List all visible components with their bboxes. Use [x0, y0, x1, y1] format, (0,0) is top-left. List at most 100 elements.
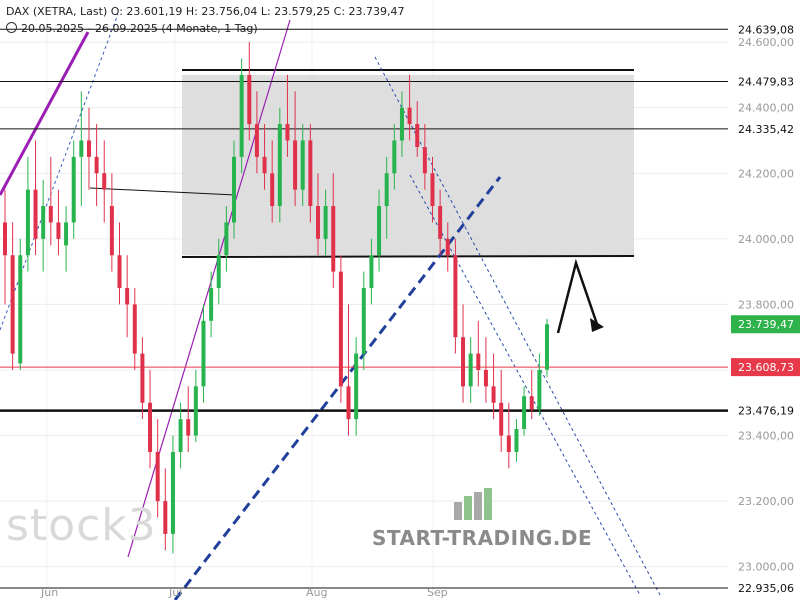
candle-body	[285, 124, 290, 141]
candle-body	[354, 353, 359, 420]
candle-body	[293, 140, 298, 190]
x-tick-label: Jul	[168, 586, 182, 599]
candle-body	[239, 74, 244, 157]
level-label-2: 24.335,42	[738, 123, 794, 136]
candle-body	[537, 369, 542, 410]
candle-body	[71, 156, 76, 223]
bars-logo-icon	[454, 488, 492, 520]
candle-body	[209, 288, 214, 321]
y-tick-label: 23.800,00	[738, 298, 794, 311]
candle-body	[491, 386, 496, 403]
level-label-3-bg	[731, 401, 800, 420]
candle-body	[163, 501, 168, 534]
y-tick-label: 24.400,00	[738, 102, 794, 115]
candle-body	[262, 156, 267, 174]
x-tick-label: Jun	[40, 586, 58, 599]
candle-body	[407, 107, 412, 125]
candle-body	[86, 140, 91, 157]
candle-body	[140, 353, 145, 403]
candle-body	[468, 353, 473, 387]
candle-body	[308, 140, 313, 207]
candle-body	[369, 255, 374, 289]
candle-body	[422, 147, 427, 174]
candle-body	[522, 396, 527, 429]
current-price-label-bg	[731, 315, 800, 334]
current-price-label: 23.739,47	[738, 318, 794, 331]
candle-body	[453, 255, 458, 338]
candle-body	[315, 206, 320, 239]
prev-close-label: 23.608,73	[738, 361, 794, 374]
candle-body	[338, 271, 343, 387]
candle-body	[254, 124, 259, 157]
blue-dashed-trendline	[173, 176, 502, 600]
candle-body	[216, 255, 221, 289]
candle-body	[109, 206, 114, 256]
candle-body	[415, 124, 420, 148]
candle-body	[18, 255, 23, 364]
candle-body	[132, 304, 137, 354]
candle-body	[94, 156, 99, 174]
chart-period-text: 20.05.2025 - 26.09.2025 (4 Monate, 1 Tag…	[21, 22, 258, 35]
prev-close-label-bg	[731, 358, 800, 377]
candle-body	[331, 206, 336, 272]
candle-body	[79, 140, 84, 157]
x-tick-label: Aug	[306, 586, 327, 599]
candle-body	[224, 222, 229, 256]
y-tick-label: 23.200,00	[738, 495, 794, 508]
start-trading-watermark: START-TRADING.DE	[372, 526, 593, 550]
candle-body	[102, 173, 107, 190]
candle-body	[430, 173, 435, 207]
candle-body	[25, 189, 30, 256]
candle-body	[247, 74, 252, 125]
level-label-4: 22.935,06	[738, 582, 794, 595]
candle-body	[377, 206, 382, 256]
candle-body	[178, 419, 183, 452]
candle-body	[300, 140, 305, 190]
candle-body	[384, 173, 389, 207]
clock-icon	[6, 22, 17, 33]
candle-body	[529, 396, 534, 410]
level-label-0: 24.639,08	[738, 23, 794, 36]
candle-body	[270, 173, 275, 207]
y-tick-label: 24.200,00	[738, 167, 794, 180]
candle-body	[483, 369, 488, 387]
candle-body	[64, 222, 69, 246]
candle-body	[148, 402, 153, 452]
candle-body	[117, 255, 122, 289]
candle-body	[346, 386, 351, 420]
candle-body	[476, 353, 481, 370]
y-tick-label: 24.600,00	[738, 36, 794, 49]
candle-body	[125, 288, 130, 305]
candle-body	[186, 419, 191, 436]
candle-body	[56, 222, 61, 239]
candle-body	[438, 206, 443, 239]
level-label-4-bg	[731, 578, 800, 597]
candle-body	[499, 402, 504, 436]
candle-body	[461, 337, 466, 387]
candle-body	[277, 124, 282, 207]
y-tick-label: 23.000,00	[738, 561, 794, 574]
candle-body	[361, 288, 366, 354]
candle-body	[201, 320, 206, 387]
candle-body	[155, 451, 160, 502]
candle-body	[514, 428, 519, 452]
forecast-arrow-head	[590, 318, 604, 332]
horizontal-drawn-line	[89, 187, 236, 196]
forecast-arrow	[556, 258, 600, 334]
candle-body	[48, 206, 53, 223]
level-label-1-bg	[731, 72, 800, 91]
candle-body	[323, 206, 328, 239]
level-label-1: 24.479,83	[738, 76, 794, 89]
candle-body	[445, 238, 450, 256]
zone-bottom-line	[181, 255, 635, 258]
y-tick-label: 24.000,00	[738, 233, 794, 246]
chart-header-period: 20.05.2025 - 26.09.2025 (4 Monate, 1 Tag…	[6, 22, 258, 35]
dotted-channel-upper	[0, 13, 119, 331]
candle-body	[392, 140, 397, 174]
candle-body	[41, 206, 46, 239]
candle-body	[506, 435, 511, 452]
candle-body	[3, 222, 7, 256]
y-tick-label: 23.400,00	[738, 430, 794, 443]
candle-body	[10, 255, 15, 354]
